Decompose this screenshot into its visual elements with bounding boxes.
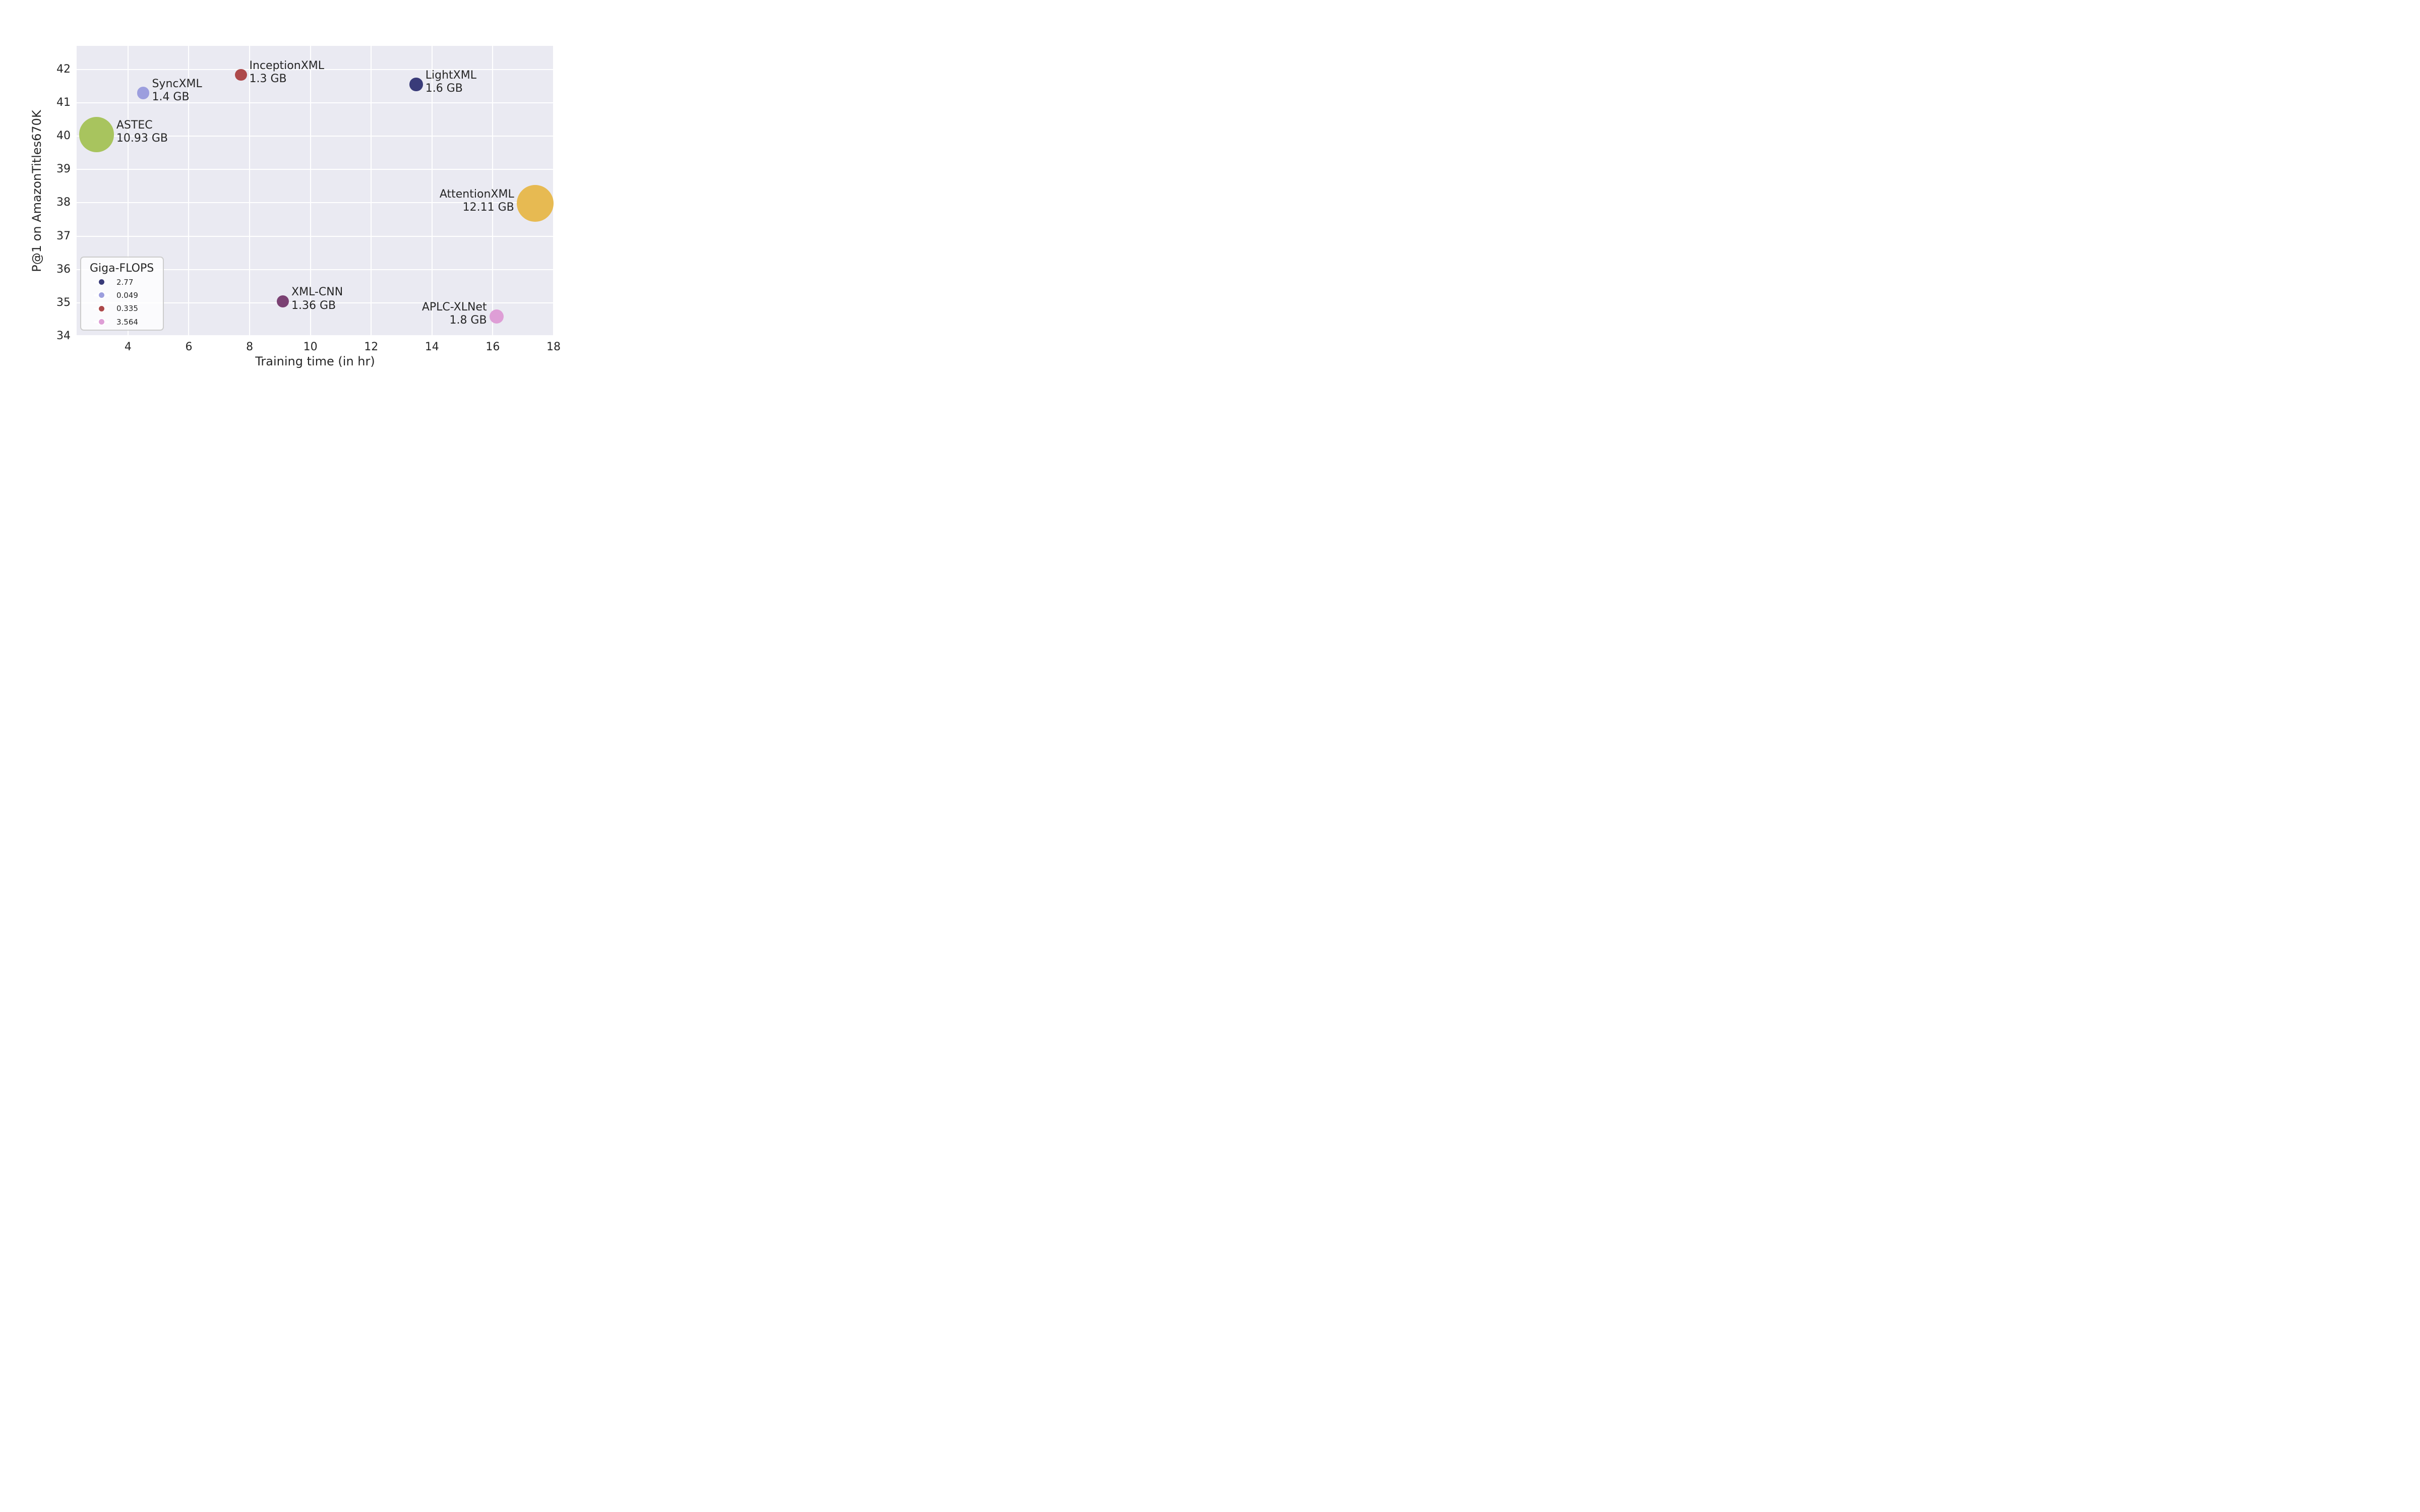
point-memory: 1.8 GB [449,314,487,327]
data-point-aplc-xlnet [489,309,504,324]
legend-title: Giga-FLOPS [90,262,154,275]
x-gridline [371,46,372,336]
y-tick-label: 34 [56,330,71,342]
y-gridline [77,302,554,303]
data-point-syncxml [137,87,150,100]
x-tick-label: 16 [486,341,500,353]
point-label-xml-cnn: XML-CNN 1.36 GB [291,286,343,312]
y-tick-label: 38 [56,196,71,209]
data-point-lightxml [409,78,423,91]
y-gridline [77,69,554,70]
x-gridline [492,46,494,336]
point-memory: 1.3 GB [249,73,287,86]
y-gridline [77,335,554,336]
y-tick-label: 41 [56,96,71,109]
legend-entry-label: 2.77 [116,277,134,287]
point-name: APLC-XLNet [421,300,487,313]
x-gridline [553,46,554,336]
y-gridline [77,169,554,170]
x-tick-label: 18 [547,341,561,353]
x-tick-label: 6 [185,341,193,353]
x-gridline [188,46,190,336]
point-label-astec: ASTEC 10.93 GB [116,119,168,146]
y-tick-label: 40 [56,130,71,143]
point-memory: 1.36 GB [291,299,336,312]
y-tick-label: 42 [56,62,71,76]
legend-entry-label: 3.564 [116,317,138,327]
y-tick-label: 39 [56,163,71,176]
data-point-astec [79,117,114,152]
legend-entry: 0.049 [81,289,163,302]
x-axis-label: Training time (in hr) [255,354,375,368]
y-gridline [77,136,554,137]
data-point-xml-cnn [276,295,289,308]
legend-marker-dot [98,291,105,299]
x-tick-label: 8 [246,341,254,353]
point-memory: 12.11 GB [462,201,514,214]
legend-marker-dot [98,278,105,286]
point-memory: 1.4 GB [152,91,190,104]
y-tick-label: 37 [56,229,71,242]
legend-marker-dot [98,304,105,312]
x-tick-label: 4 [124,341,132,353]
data-point-attentionxml [516,185,554,222]
y-gridline [77,269,554,270]
point-label-lightxml: LightXML 1.6 GB [426,69,476,96]
legend-entry: 0.335 [81,302,163,315]
data-point-inceptionxml [234,69,247,81]
point-name: XML-CNN [291,286,343,299]
legend-entry-label: 0.335 [116,304,138,313]
point-name: SyncXML [152,77,202,90]
plot-area: Giga-FLOPS 2.77 0.049 0.335 3.564 [77,46,554,336]
point-label-syncxml: SyncXML 1.4 GB [152,78,202,104]
y-tick-label: 36 [56,263,71,276]
x-tick-label: 12 [364,341,379,353]
legend-entry-label: 0.049 [116,290,138,300]
point-memory: 1.6 GB [425,82,463,95]
x-tick-label: 14 [425,341,439,353]
x-gridline [310,46,311,336]
point-name: LightXML [425,69,476,82]
point-name: AttentionXML [439,187,514,201]
figure: Giga-FLOPS 2.77 0.049 0.335 3.564 Training … [0,0,605,378]
legend-entry: 3.564 [81,316,163,329]
legend-entry: 2.77 [81,276,163,289]
y-gridline [77,102,554,104]
y-gridline [77,235,554,237]
point-label-aplc-xlnet: APLC-XLNet 1.8 GB [422,301,487,328]
point-memory: 10.93 GB [116,132,168,145]
point-name: InceptionXML [249,59,325,72]
x-gridline [249,46,251,336]
point-label-attentionxml: AttentionXML 12.11 GB [440,188,514,215]
x-gridline [431,46,433,336]
legend-marker-dot [98,318,105,326]
x-gridline [127,46,129,336]
y-tick-label: 35 [56,296,71,309]
point-name: ASTEC [116,118,153,132]
y-gridline [77,202,554,204]
point-label-inceptionxml: InceptionXML 1.3 GB [250,59,324,86]
x-tick-label: 10 [303,341,318,353]
legend: Giga-FLOPS 2.77 0.049 0.335 3.564 [80,257,164,331]
